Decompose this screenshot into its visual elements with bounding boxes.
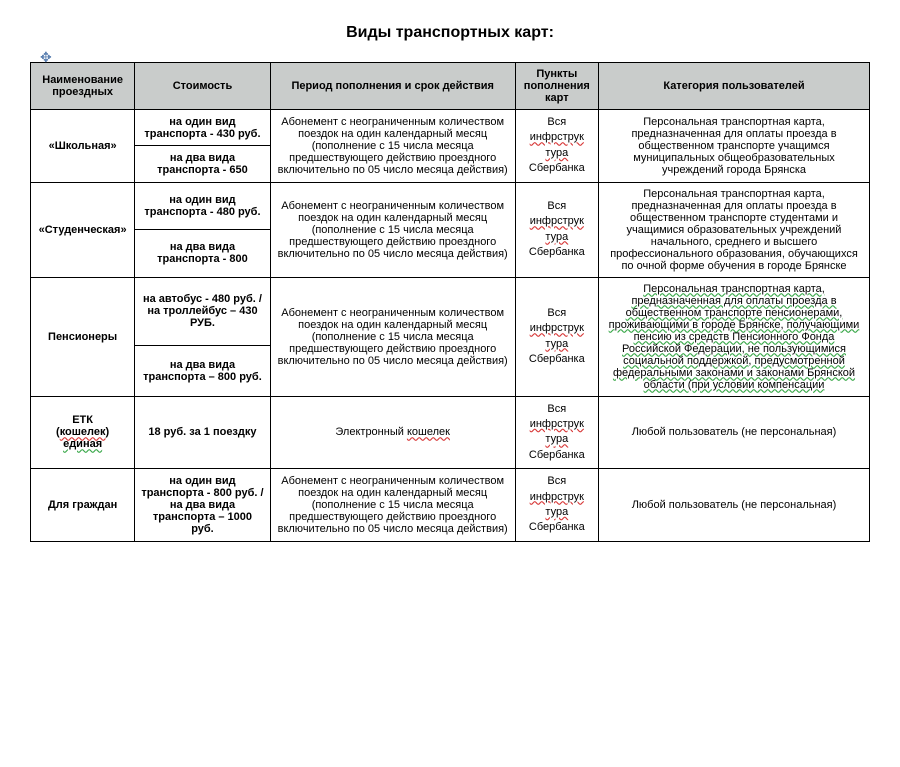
cost-citizen: на один вид транспорта - 800 руб. / на д… bbox=[135, 469, 270, 542]
topup-l2b: тура bbox=[545, 231, 568, 243]
topup-l1: Вся bbox=[547, 200, 566, 212]
name-pension: Пенсионеры bbox=[31, 277, 135, 396]
cards-table: Наименование проездных Стоимость Период … bbox=[30, 62, 870, 542]
th-name: Наименование проездных bbox=[31, 63, 135, 110]
cost-student-1: на один вид транспорта - 480 руб. bbox=[135, 182, 270, 230]
table-row: ЕТК (кошелек) единая 18 руб. за 1 поездк… bbox=[31, 396, 870, 469]
topup-l2b: тура bbox=[545, 338, 568, 350]
points-pension: Вся инфрструк тура Сбербанка bbox=[515, 277, 598, 396]
topup-l1: Вся bbox=[547, 116, 566, 128]
topup-l3: Сбербанка bbox=[529, 246, 585, 258]
cost-student-2: на два вида транспорта - 800 bbox=[135, 230, 270, 278]
name-school: «Школьная» bbox=[31, 110, 135, 183]
topup-l3: Сбербанка bbox=[529, 353, 585, 365]
ewallet-text: Электронный bbox=[335, 426, 407, 438]
period-school: Абонемент с неограниченным количеством п… bbox=[270, 110, 515, 183]
category-etk: Любой пользователь (не персональная) bbox=[599, 396, 870, 469]
name-student: «Студенческая» bbox=[31, 182, 135, 277]
topup-l1: Вся bbox=[547, 403, 566, 415]
topup-l2a: инфрструк bbox=[530, 491, 584, 503]
category-pension: Персональная транспортная карта, предназ… bbox=[599, 277, 870, 396]
topup-l2a: инфрструк bbox=[530, 322, 584, 334]
topup-l2b: тура bbox=[545, 147, 568, 159]
period-pension: Абонемент с неограниченным количеством п… bbox=[270, 277, 515, 396]
cost-pension-2: на два вида транспорта – 800 руб. bbox=[135, 345, 270, 396]
category-student: Персональная транспортная карта, предназ… bbox=[599, 182, 870, 277]
th-cost: Стоимость bbox=[135, 63, 270, 110]
table-row: «Студенческая» на один вид транспорта - … bbox=[31, 182, 870, 230]
topup-l3: Сбербанка bbox=[529, 449, 585, 461]
category-citizen: Любой пользователь (не персональная) bbox=[599, 469, 870, 542]
name-etk: ЕТК (кошелек) единая bbox=[31, 396, 135, 469]
etk-l1: ЕТК bbox=[72, 414, 93, 426]
category-school: Персональная транспортная карта, предназ… bbox=[599, 110, 870, 183]
points-etk: Вся инфрструк тура Сбербанка bbox=[515, 396, 598, 469]
period-citizen: Абонемент с неограниченным количеством п… bbox=[270, 469, 515, 542]
category-pension-text: Персональная транспортная карта, предназ… bbox=[609, 283, 860, 391]
ewallet-word: кошелек bbox=[407, 426, 450, 438]
cost-etk: 18 руб. за 1 поездку bbox=[135, 396, 270, 469]
etk-l2b: ) bbox=[106, 426, 110, 438]
points-student: Вся инфрструк тура Сбербанка bbox=[515, 182, 598, 277]
topup-l2b: тура bbox=[545, 506, 568, 518]
period-etk: Электронный кошелек bbox=[270, 396, 515, 469]
topup-l2a: инфрструк bbox=[530, 215, 584, 227]
period-student: Абонемент с неограниченным количеством п… bbox=[270, 182, 515, 277]
move-handle-icon: ✥ bbox=[30, 52, 870, 62]
topup-l2b: тура bbox=[545, 433, 568, 445]
topup-l1: Вся bbox=[547, 307, 566, 319]
th-period: Период пополнения и срок действия bbox=[270, 63, 515, 110]
cost-school-2: на два вида транспорта - 650 bbox=[135, 146, 270, 182]
points-school: Вся инфрструк тура Сбербанка bbox=[515, 110, 598, 183]
th-category: Категория пользователей bbox=[599, 63, 870, 110]
topup-l2a: инфрструк bbox=[530, 418, 584, 430]
points-citizen: Вся инфрструк тура Сбербанка bbox=[515, 469, 598, 542]
cost-pension-1: на автобус - 480 руб. / на троллейбус – … bbox=[135, 277, 270, 345]
table-row: Пенсионеры на автобус - 480 руб. / на тр… bbox=[31, 277, 870, 345]
topup-l3: Сбербанка bbox=[529, 162, 585, 174]
table-header-row: Наименование проездных Стоимость Период … bbox=[31, 63, 870, 110]
th-points: Пункты пополнения карт bbox=[515, 63, 598, 110]
cost-school-1: на один вид транспорта - 430 руб. bbox=[135, 110, 270, 146]
table-row: Для граждан на один вид транспорта - 800… bbox=[31, 469, 870, 542]
topup-l2a: инфрструк bbox=[530, 131, 584, 143]
table-row: «Школьная» на один вид транспорта - 430 … bbox=[31, 110, 870, 146]
page-title: Виды транспортных карт: bbox=[30, 24, 870, 42]
name-citizen: Для граждан bbox=[31, 469, 135, 542]
etk-l3: единая bbox=[63, 438, 102, 450]
topup-l1: Вся bbox=[547, 475, 566, 487]
etk-l2w: кошелек bbox=[60, 426, 106, 438]
topup-l3: Сбербанка bbox=[529, 521, 585, 533]
